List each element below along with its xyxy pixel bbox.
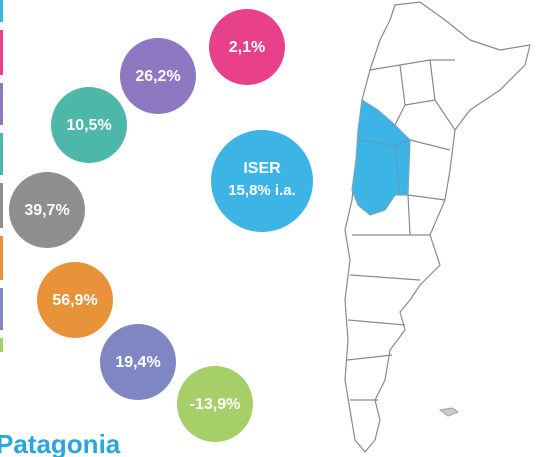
strip xyxy=(0,133,3,175)
circles: 2,1% 26,2% 10,5% 39,7% 56,9% 19,4% -13,9% xyxy=(9,9,285,442)
strip xyxy=(0,83,3,125)
value-label: 56,9% xyxy=(52,292,97,309)
value-circle xyxy=(51,87,127,163)
value-label: 26,2% xyxy=(135,68,180,85)
value-label: -13,9% xyxy=(190,396,241,413)
islands xyxy=(439,407,459,417)
value-circle xyxy=(120,38,196,114)
side-strips xyxy=(0,0,3,352)
value-label: 39,7% xyxy=(24,202,69,219)
strip xyxy=(0,0,3,22)
center-circle: ISER 15,8% i.a. xyxy=(211,130,313,232)
strip xyxy=(0,183,3,228)
value-circle xyxy=(9,172,85,248)
value-label: 10,5% xyxy=(66,117,111,134)
value-circle xyxy=(177,366,253,442)
iser-value: 15,8% i.a. xyxy=(228,182,296,199)
value-circle xyxy=(37,262,113,338)
region-lines xyxy=(357,139,411,196)
value-label: 19,4% xyxy=(115,354,160,371)
highlighted-region xyxy=(351,99,411,216)
strip xyxy=(0,30,3,75)
strip xyxy=(0,338,3,352)
iser-title: ISER xyxy=(243,160,281,177)
province-lines xyxy=(346,59,456,401)
strip xyxy=(0,288,3,330)
value-circle xyxy=(209,9,285,85)
strip xyxy=(0,236,3,280)
region-label: Patagonia xyxy=(0,429,121,457)
value-circle xyxy=(100,324,176,400)
value-label: 2,1% xyxy=(229,39,265,56)
map xyxy=(344,1,531,453)
iser-circle xyxy=(211,130,313,232)
